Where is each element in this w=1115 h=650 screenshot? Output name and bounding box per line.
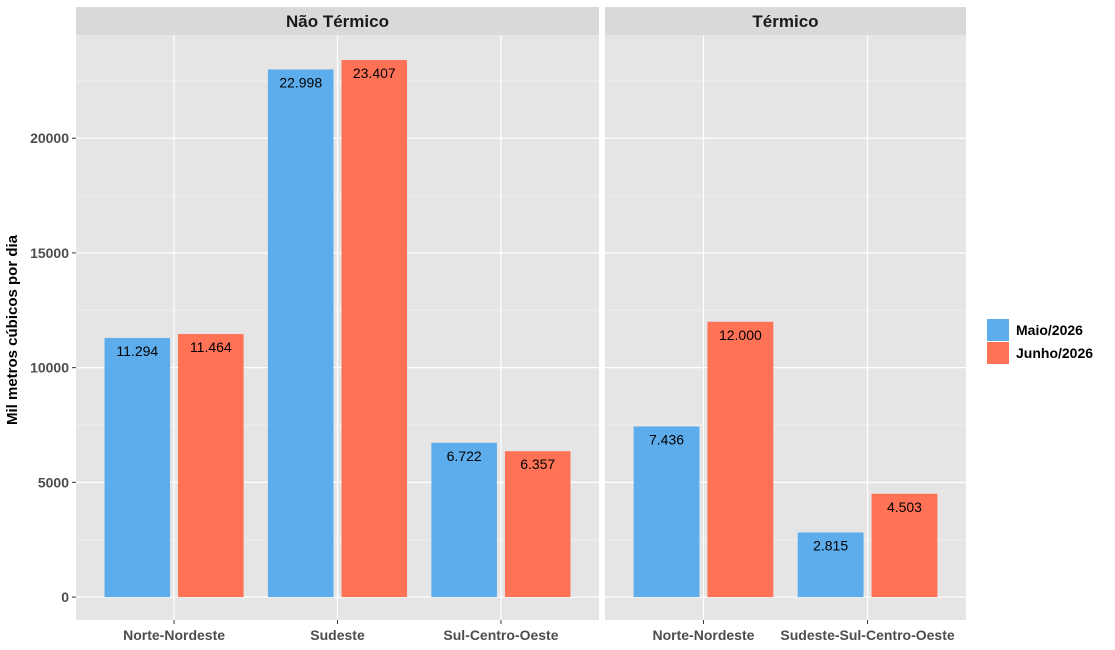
panel-strip	[605, 7, 966, 35]
bar-label: 11.464	[190, 339, 232, 355]
legend: Maio/2026 Junho/2026	[987, 319, 1093, 364]
y-tick-label: 15000	[30, 245, 69, 261]
y-axis-label: Mil metros cúbicos por dia	[4, 234, 21, 425]
bar-norte-nordeste-1	[633, 426, 700, 598]
x-tick-label: Norte-Nordeste	[123, 627, 225, 643]
y-tick-label: 10000	[30, 360, 69, 376]
panel-2: Térmico 7.436 12.000 Norte-Nordeste 2.815 4.5…	[605, 7, 966, 643]
y-tick-label: 5000	[38, 474, 69, 490]
bar-label: 22.998	[279, 74, 322, 90]
bar-sudeste-sul-centro-oeste-1	[797, 532, 864, 598]
panel-strip	[76, 7, 599, 35]
legend-label: Junho/2026	[1016, 345, 1093, 361]
bar-sul-centro-oeste-1	[431, 442, 497, 598]
bar-label: 2.815	[813, 537, 848, 553]
x-tick-label: Sul-Centro-Oeste	[443, 627, 558, 643]
legend-swatch	[987, 319, 1009, 341]
bar-label: 4.503	[887, 499, 922, 515]
bar-label: 12.000	[719, 327, 762, 343]
bar-label: 11.294	[116, 343, 158, 359]
bar-label: 23.407	[353, 65, 396, 81]
panel-title: Não Térmico	[286, 12, 389, 31]
bar-norte-nordeste-1	[104, 337, 171, 598]
facet-panels: Não Térmico 11.294 11.464 Norte-Nordeste 22.…	[30, 7, 966, 643]
bar-sul-centro-oeste-2	[504, 451, 571, 598]
bar-sudeste-2	[341, 60, 408, 598]
bar-norte-nordeste-2	[178, 334, 244, 598]
x-tick-label: Sudeste-Sul-Centro-Oeste	[780, 627, 954, 643]
bar-sudeste-sul-centro-oeste-2	[871, 493, 938, 598]
legend-swatch	[987, 342, 1009, 364]
panel-1: Não Térmico 11.294 11.464 Norte-Nordeste 22.…	[30, 7, 599, 643]
legend-label: Maio/2026	[1016, 322, 1083, 338]
bar-label: 6.357	[520, 456, 555, 472]
bar-label: 6.722	[447, 448, 482, 464]
bar-sudeste-1	[267, 69, 334, 598]
panel-title: Térmico	[752, 12, 818, 31]
y-tick-label: 20000	[30, 130, 69, 146]
x-tick-label: Norte-Nordeste	[653, 627, 755, 643]
y-tick-label: 0	[61, 589, 69, 605]
x-tick-label: Sudeste	[310, 627, 365, 643]
bar-norte-nordeste-2	[707, 321, 774, 598]
bar-label: 7.436	[649, 431, 684, 447]
